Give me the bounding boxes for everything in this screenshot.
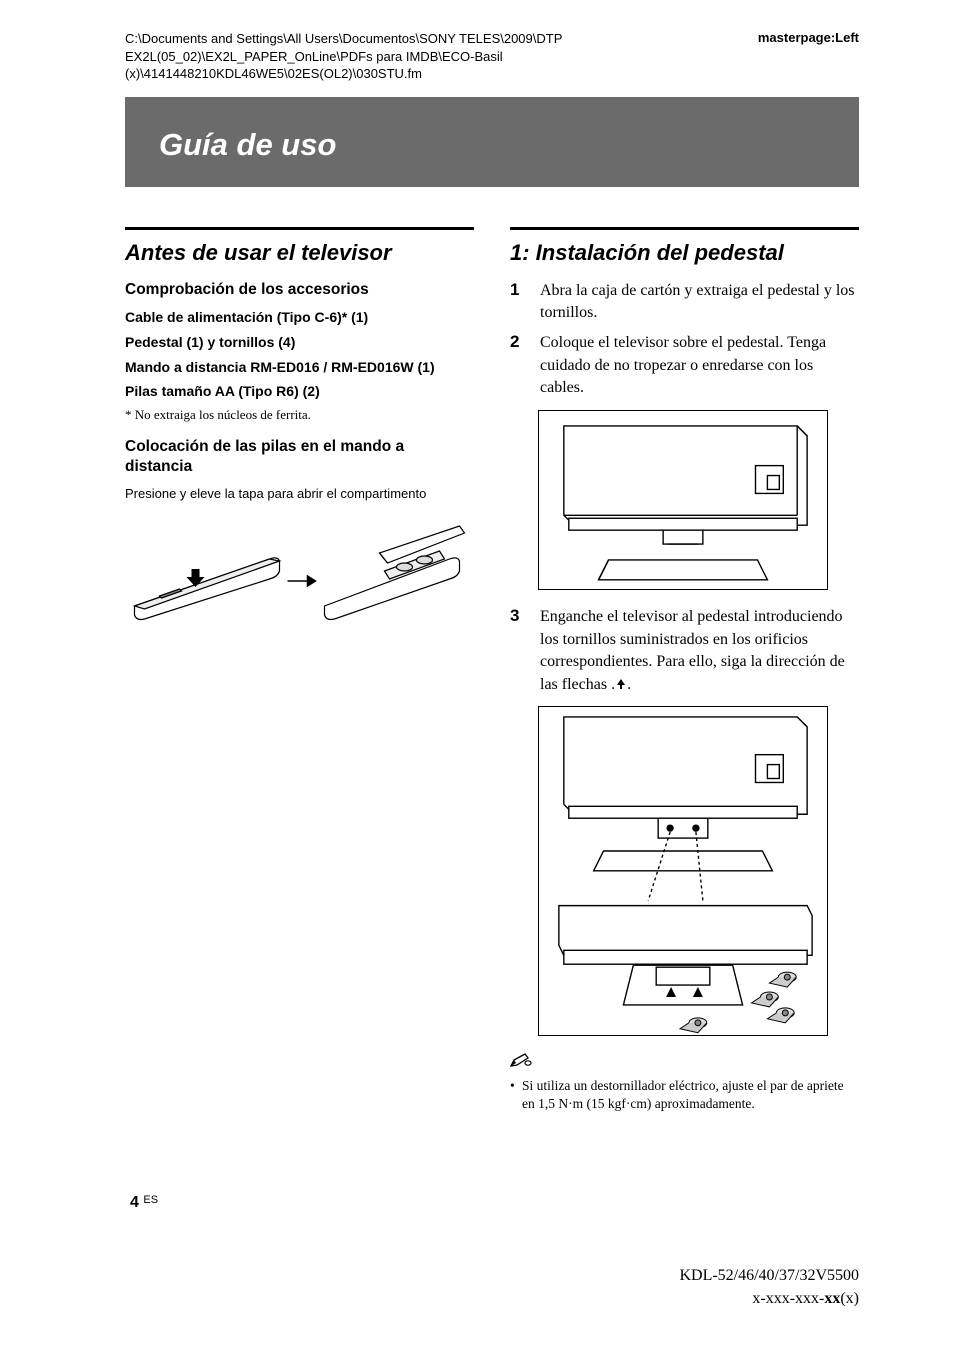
item-remote: Mando a distancia RM-ED016 / RM-ED016W (… [125, 358, 474, 377]
remote-illustration [125, 511, 474, 621]
remote-svg-icon [125, 511, 474, 621]
tv-pedestal-front-icon [539, 411, 827, 590]
step-num: 3 [510, 606, 526, 696]
page-lang-code: ES [143, 1194, 158, 1206]
step-3-text-span: Enganche el televisor al pedestal introd… [540, 608, 845, 692]
footnote-ferrite: * No extraiga los núcleos de ferrita. [125, 407, 474, 423]
figure-tv-pedestal-front [538, 410, 828, 591]
content-columns: Antes de usar el televisor Comprobación … [125, 227, 859, 1113]
page-number: 4 ES [130, 1194, 158, 1212]
note-icon [510, 1052, 859, 1073]
right-column: 1: Instalación del pedestal 1 Abra la ca… [510, 227, 859, 1113]
section-title-left: Antes de usar el televisor [125, 227, 474, 266]
doc-header: C:\Documents and Settings\All Users\Docu… [125, 30, 859, 83]
code-prefix: x-xxx-xxx- [752, 1290, 824, 1307]
masterpage-label: masterpage:Left [758, 30, 859, 45]
press-instruction: Presione y eleve la tapa para abrir el c… [125, 486, 474, 501]
banner-title: Guía de uso [125, 97, 859, 187]
note-text: • Si utiliza un destornillador eléctrico… [510, 1077, 859, 1113]
item-cable: Cable de alimentación (Tipo C-6)* (1) [125, 308, 474, 327]
step-num: 1 [510, 280, 526, 325]
section-title-right: 1: Instalación del pedestal [510, 227, 859, 266]
numbered-steps: 1 Abra la caja de cartón y extraiga el p… [510, 280, 859, 400]
code-bold: xx [824, 1290, 840, 1307]
code-line: x-xxx-xxx-xx(x) [679, 1288, 859, 1310]
code-suffix: (x) [840, 1290, 859, 1307]
note-bullet: • [510, 1077, 518, 1113]
heading-batteries: Colocación de las pilas en el mando a di… [125, 437, 474, 477]
arrow-up-icon [615, 678, 627, 690]
step-text: Coloque el televisor sobre el pedestal. … [540, 332, 859, 399]
page-num-value: 4 [130, 1194, 139, 1211]
step-text: Enganche el televisor al pedestal introd… [540, 606, 859, 696]
numbered-steps-2: 3 Enganche el televisor al pedestal intr… [510, 606, 859, 696]
step-3: 3 Enganche el televisor al pedestal intr… [510, 606, 859, 696]
item-pedestal: Pedestal (1) y tornillos (4) [125, 333, 474, 352]
left-column: Antes de usar el televisor Comprobación … [125, 227, 474, 1113]
item-batteries: Pilas tamaño AA (Tipo R6) (2) [125, 382, 474, 401]
tv-pedestal-rear-icon [539, 707, 827, 1035]
model-line: KDL-52/46/40/37/32V5500 [679, 1265, 859, 1287]
footer-right: KDL-52/46/40/37/32V5500 x-xxx-xxx-xx(x) [679, 1265, 859, 1310]
step-1: 1 Abra la caja de cartón y extraiga el p… [510, 280, 859, 325]
step-text: Abra la caja de cartón y extraiga el ped… [540, 280, 859, 325]
heading-accessories: Comprobación de los accesorios [125, 280, 474, 300]
step-2: 2 Coloque el televisor sobre el pedestal… [510, 332, 859, 399]
pencil-note-icon [510, 1052, 532, 1068]
file-path: C:\Documents and Settings\All Users\Docu… [125, 30, 645, 83]
figure-tv-pedestal-rear [538, 706, 828, 1036]
step-num: 2 [510, 332, 526, 399]
note-body: Si utiliza un destornillador eléctrico, … [522, 1077, 859, 1113]
